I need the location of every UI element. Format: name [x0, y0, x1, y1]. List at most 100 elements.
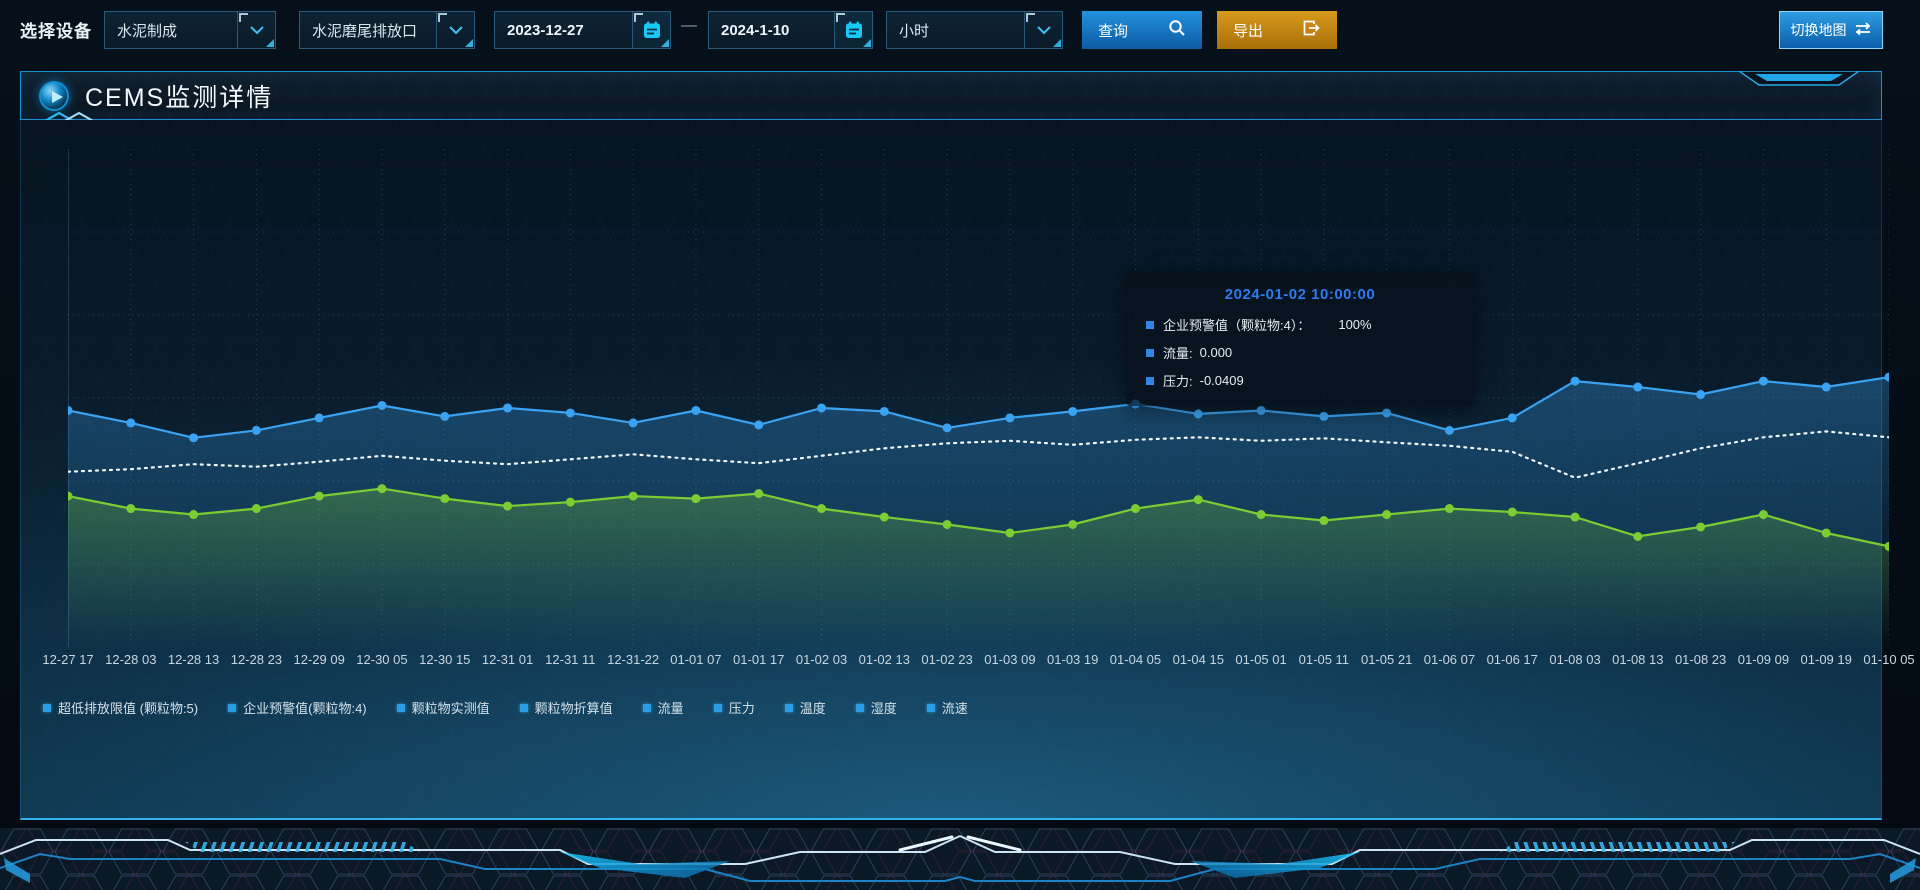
x-axis-label: 01-01 07	[670, 652, 722, 667]
chart-legend: 超低排放限值 (颗粒物:5) 企业预警值(颗粒物:4) 颗粒物实测值 颗粒物折算值 流量…	[43, 698, 968, 717]
tooltip-row: 企业预警值（颗粒物:4）： 100%	[1146, 315, 1454, 334]
legend-item[interactable]: 企业预警值(颗粒物:4)	[228, 698, 367, 717]
footer-decoration	[0, 828, 1920, 890]
legend-item[interactable]: 颗粒物实测值	[396, 698, 490, 717]
x-axis-label: 01-10 05	[1863, 652, 1915, 667]
start-date-picker[interactable]: 2023-12-27	[494, 11, 671, 49]
data-point	[1068, 406, 1078, 416]
legend-item[interactable]: 湿度	[855, 698, 897, 717]
tooltip-value: -0.0409	[1199, 373, 1244, 388]
data-point	[1633, 382, 1643, 392]
export-button-label: 导出	[1233, 22, 1264, 40]
data-point	[1130, 504, 1140, 514]
data-point	[1319, 411, 1329, 421]
outlet-select[interactable]: 水泥磨尾排放口	[299, 11, 475, 49]
series-marker-icon	[1146, 376, 1154, 385]
data-point	[691, 405, 701, 415]
data-point	[1005, 528, 1015, 538]
legend-item[interactable]: 流量	[642, 698, 684, 717]
data-point	[1068, 519, 1078, 529]
data-point	[314, 491, 324, 501]
legend-item[interactable]: 流速	[926, 698, 968, 717]
data-point	[942, 423, 952, 433]
data-point	[565, 497, 575, 507]
legend-item[interactable]: 超低排放限值 (颗粒物:5)	[43, 698, 198, 717]
data-point	[377, 400, 387, 410]
tooltip-label: 压力:	[1163, 374, 1193, 389]
x-axis-label: 01-03 19	[1047, 652, 1099, 667]
legend-item[interactable]: 温度	[784, 698, 826, 717]
x-axis-label: 01-04 15	[1172, 652, 1224, 667]
tooltip-value: 100%	[1338, 317, 1372, 332]
data-point	[628, 491, 638, 501]
x-axis: 12-27 17 12-28 03 12-28 13 12-28 23 12-29 09…	[42, 652, 1914, 670]
x-axis-label: 01-02 23	[921, 652, 973, 667]
x-axis-label: 01-09 09	[1737, 652, 1790, 667]
end-date-value: 2024-1-10	[721, 21, 790, 39]
data-point	[1256, 510, 1266, 520]
legend-marker-icon	[713, 703, 722, 712]
data-point	[1193, 495, 1203, 505]
x-axis-label: 01-02 03	[795, 652, 848, 667]
legend-marker-icon	[228, 703, 237, 712]
x-axis-label: 12-29 09	[293, 652, 345, 667]
tooltip-row: 流量: 0.000	[1146, 343, 1454, 362]
legend-label: 流速	[941, 701, 968, 716]
data-point	[817, 504, 827, 514]
date-range-separator: —	[681, 17, 697, 34]
legend-marker-icon	[396, 703, 405, 712]
chevron-down-icon[interactable]	[436, 12, 474, 48]
data-point	[68, 491, 73, 501]
x-axis-label: 01-02 13	[858, 652, 910, 667]
legend-item[interactable]: 颗粒物折算值	[519, 698, 613, 717]
x-axis-label: 12-28 13	[167, 652, 220, 667]
series-line-流量	[68, 430, 1889, 479]
interval-select-value: 小时	[899, 22, 930, 40]
data-point	[628, 418, 638, 428]
data-point	[503, 403, 513, 413]
legend-marker-icon	[926, 703, 935, 712]
tooltip-timestamp: 2024-01-02 10:00:00	[1224, 286, 1376, 303]
legend-label: 颗粒物折算值	[534, 701, 613, 716]
calendar-icon[interactable]	[834, 12, 872, 48]
export-button[interactable]: 导出	[1217, 11, 1337, 49]
data-point	[440, 411, 450, 421]
select-device-label: 选择设备	[20, 22, 92, 41]
switch-map-button[interactable]: 切换地图	[1779, 11, 1883, 49]
data-point	[754, 420, 764, 430]
data-point	[314, 413, 324, 423]
series-marker-icon	[1146, 348, 1154, 357]
data-point	[1758, 376, 1768, 386]
calendar-icon[interactable]	[632, 12, 670, 48]
data-point	[503, 501, 513, 511]
interval-select[interactable]: 小时	[886, 11, 1063, 49]
x-axis-label: 12-31-22	[607, 652, 660, 667]
query-button[interactable]: 查询	[1082, 11, 1202, 49]
data-point	[1507, 413, 1517, 423]
chevron-down-icon[interactable]	[237, 12, 275, 48]
data-point	[1507, 507, 1517, 517]
x-axis-label: 12-28 23	[230, 652, 283, 667]
outlet-select-value: 水泥磨尾排放口	[312, 22, 418, 40]
legend-item[interactable]: 压力	[713, 698, 755, 717]
data-point	[1884, 372, 1889, 382]
data-point	[1758, 510, 1768, 520]
data-point	[1884, 541, 1889, 551]
data-point	[189, 433, 199, 443]
x-axis-label: 01-04 05	[1109, 652, 1162, 667]
legend-label: 温度	[799, 701, 826, 716]
data-point	[565, 408, 575, 418]
device-select[interactable]: 水泥制成	[104, 11, 276, 49]
data-point	[817, 403, 827, 413]
data-point	[1444, 504, 1454, 514]
data-point	[1570, 512, 1580, 522]
panel-header: CEMS监测详情	[20, 71, 1882, 132]
legend-marker-icon	[519, 703, 528, 712]
chevron-down-icon[interactable]	[1024, 12, 1062, 48]
line-chart[interactable]	[68, 149, 1889, 647]
data-point	[1696, 390, 1706, 400]
end-date-picker[interactable]: 2024-1-10	[708, 11, 873, 49]
data-point	[754, 489, 764, 499]
cems-chart-panel: 12-27 17 12-28 03 12-28 13 12-28 23 12-29 09…	[20, 120, 1915, 820]
